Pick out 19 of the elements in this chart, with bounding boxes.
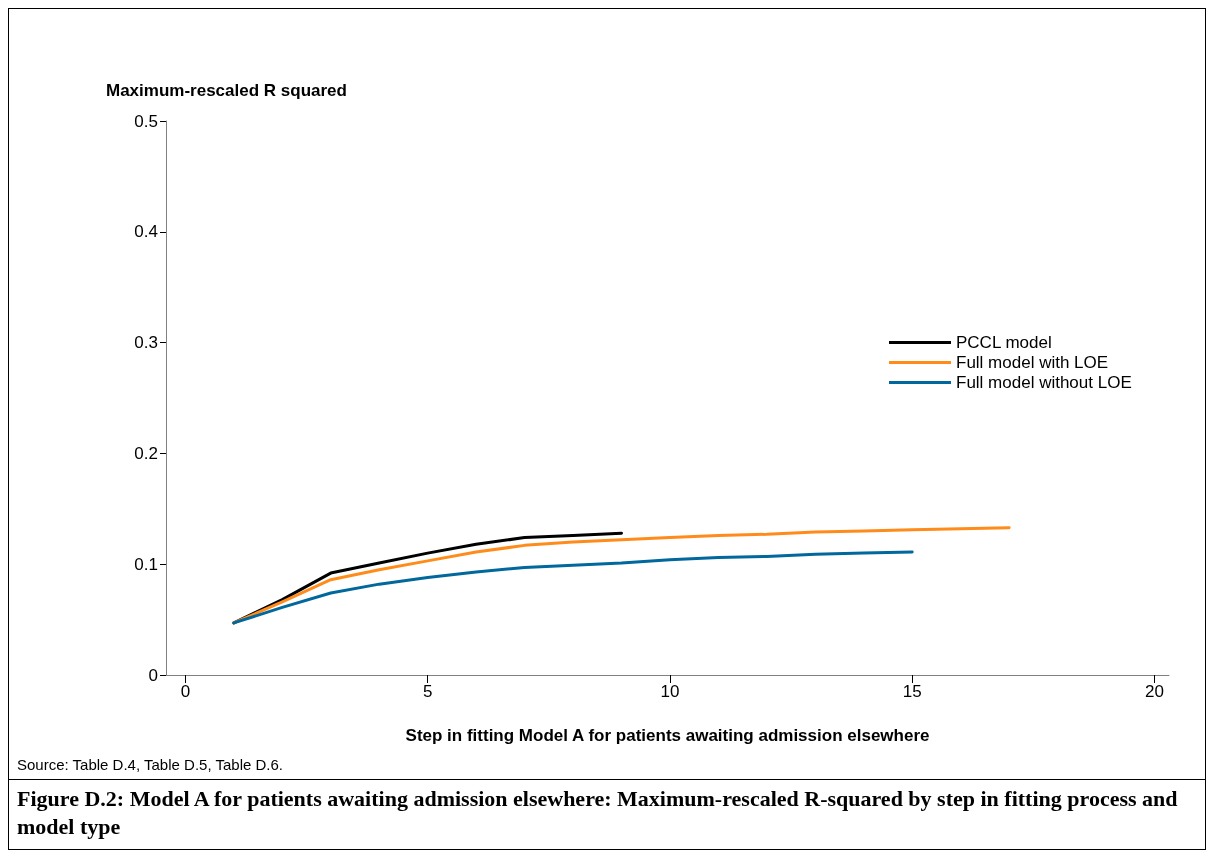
x-tick-label: 5 [422, 682, 433, 701]
y-tick-label: 0.4 [134, 222, 158, 242]
x-tick-label: 10 [660, 682, 680, 701]
legend-label: PCCL model [956, 333, 1052, 352]
legend-label: Full model with LOE [956, 353, 1109, 372]
y-axis-title: Maximum-rescaled R squared [106, 81, 347, 100]
x-tick-label: 0 [180, 682, 191, 701]
text: Figure D.2: Model A for patients awaiting admission elsewhere: Maximum-rescaled R-squared by step in fitting process and model type [17, 785, 1179, 841]
x-tick-label: 20 [1145, 682, 1164, 701]
y-tick-label: 0.1 [134, 554, 158, 574]
line-series [232, 550, 914, 625]
y-tick-label: 0.3 [134, 333, 158, 353]
y-tick-label: 0.5 [134, 111, 158, 131]
source-note: Source: Table D.4, Table D.5, Table D.6. [17, 756, 283, 773]
legend-label: Full model without LOE [956, 373, 1132, 392]
x-axis-title: Step in fitting Model A for patients awaiting admission elsewhere [405, 726, 930, 745]
x-tick-label: 15 [902, 682, 922, 701]
y-tick-label: 0.2 [134, 443, 158, 463]
y-tick-label: 0 [148, 665, 158, 685]
